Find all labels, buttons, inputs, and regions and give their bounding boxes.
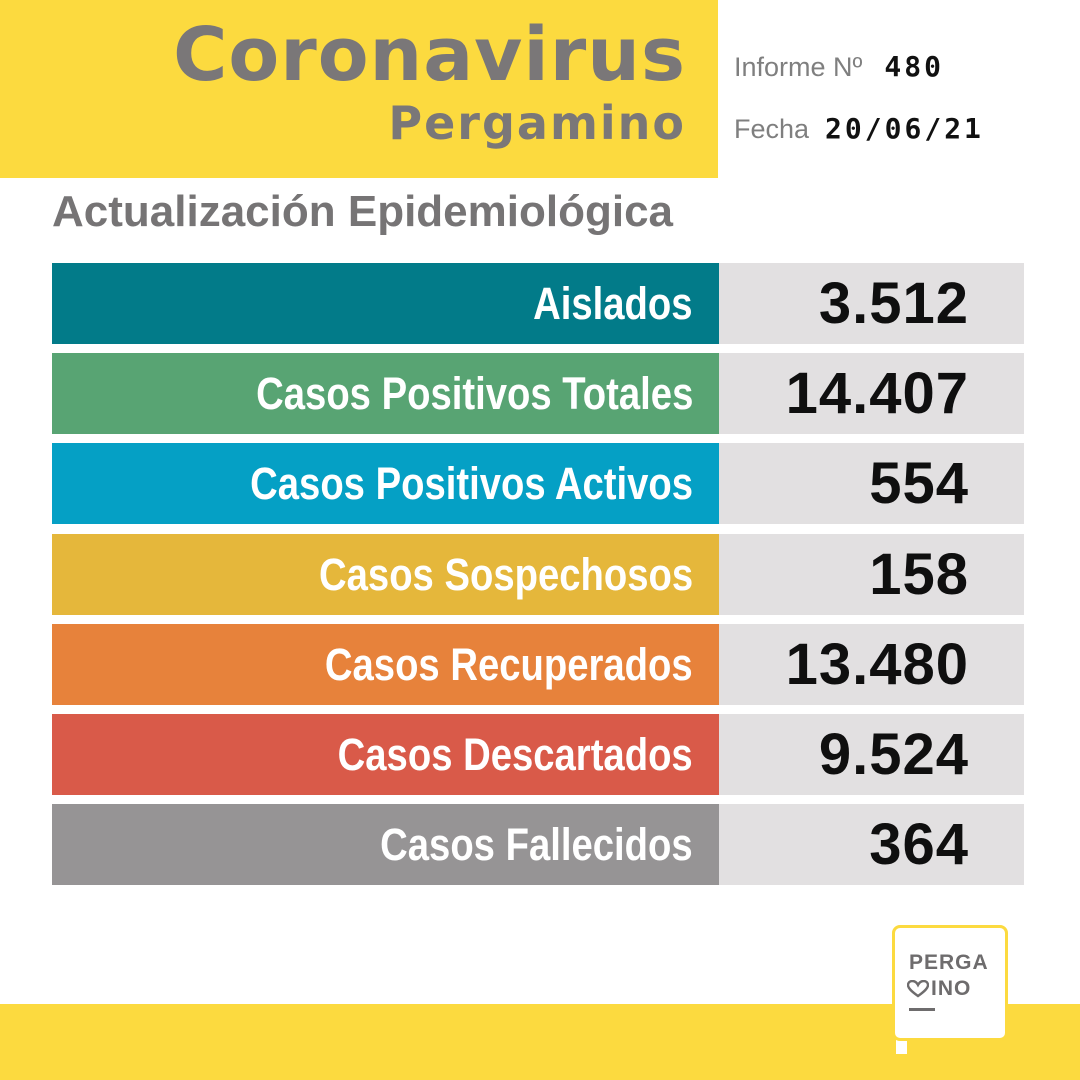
stat-row-positivos-totales: Casos Positivos Totales 14.407 — [52, 353, 1024, 434]
report-date-value: 20/06/21 — [825, 112, 984, 145]
stat-row-sospechosos: Casos Sospechosos 158 — [52, 534, 1024, 615]
page-title: Coronavirus — [173, 12, 686, 98]
pergamino-logo: PERGA INO — [892, 925, 1008, 1041]
stat-row-positivos-activos: Casos Positivos Activos 554 — [52, 443, 1024, 524]
stat-label-panel: Aislados — [52, 263, 719, 344]
stat-label-panel: Casos Sospechosos — [52, 534, 719, 615]
stat-value: 14.407 — [785, 361, 969, 426]
logo-text-top: PERGA — [909, 951, 989, 974]
stat-row-fallecidos: Casos Fallecidos 364 — [52, 804, 1024, 885]
city-name: Pergamino — [388, 96, 686, 150]
stat-label: Casos Recuperados — [325, 638, 693, 690]
stat-label: Casos Fallecidos — [380, 818, 693, 870]
logo-text-bottom: INO — [931, 977, 972, 1000]
heart-icon — [907, 980, 929, 998]
stat-row-aislados: Aislados 3.512 — [52, 263, 1024, 344]
stat-label-panel: Casos Descartados — [52, 714, 719, 795]
report-date-label: Fecha — [734, 114, 810, 144]
report-date: Fecha 20/06/21 — [734, 112, 984, 145]
report-number-label: Informe Nº — [734, 52, 863, 82]
report-number-value: 480 — [884, 50, 944, 83]
stat-value: 13.480 — [785, 632, 969, 697]
stat-label: Casos Positivos Activos — [250, 457, 693, 509]
stat-value: 3.512 — [818, 271, 969, 336]
stat-label-panel: Casos Recuperados — [52, 624, 719, 705]
stat-value: 554 — [869, 451, 969, 516]
stat-row-recuperados: Casos Recuperados 13.480 — [52, 624, 1024, 705]
section-title: Actualización Epidemiológica — [52, 187, 674, 236]
stat-label: Casos Sospechosos — [318, 548, 693, 600]
stat-row-descartados: Casos Descartados 9.524 — [52, 714, 1024, 795]
stat-value: 158 — [869, 542, 969, 607]
stat-label: Aislados — [533, 277, 693, 329]
logo-underline — [909, 1008, 935, 1011]
header-band — [0, 0, 718, 178]
stat-label: Casos Descartados — [337, 728, 693, 780]
stat-label-panel: Casos Positivos Activos — [52, 443, 719, 524]
stat-value: 9.524 — [818, 722, 969, 787]
stat-label-panel: Casos Fallecidos — [52, 804, 719, 885]
report-number: Informe Nº 480 — [734, 50, 944, 83]
stat-label: Casos Positivos Totales — [255, 367, 693, 419]
stat-value: 364 — [869, 812, 969, 877]
stat-label-panel: Casos Positivos Totales — [52, 353, 719, 434]
